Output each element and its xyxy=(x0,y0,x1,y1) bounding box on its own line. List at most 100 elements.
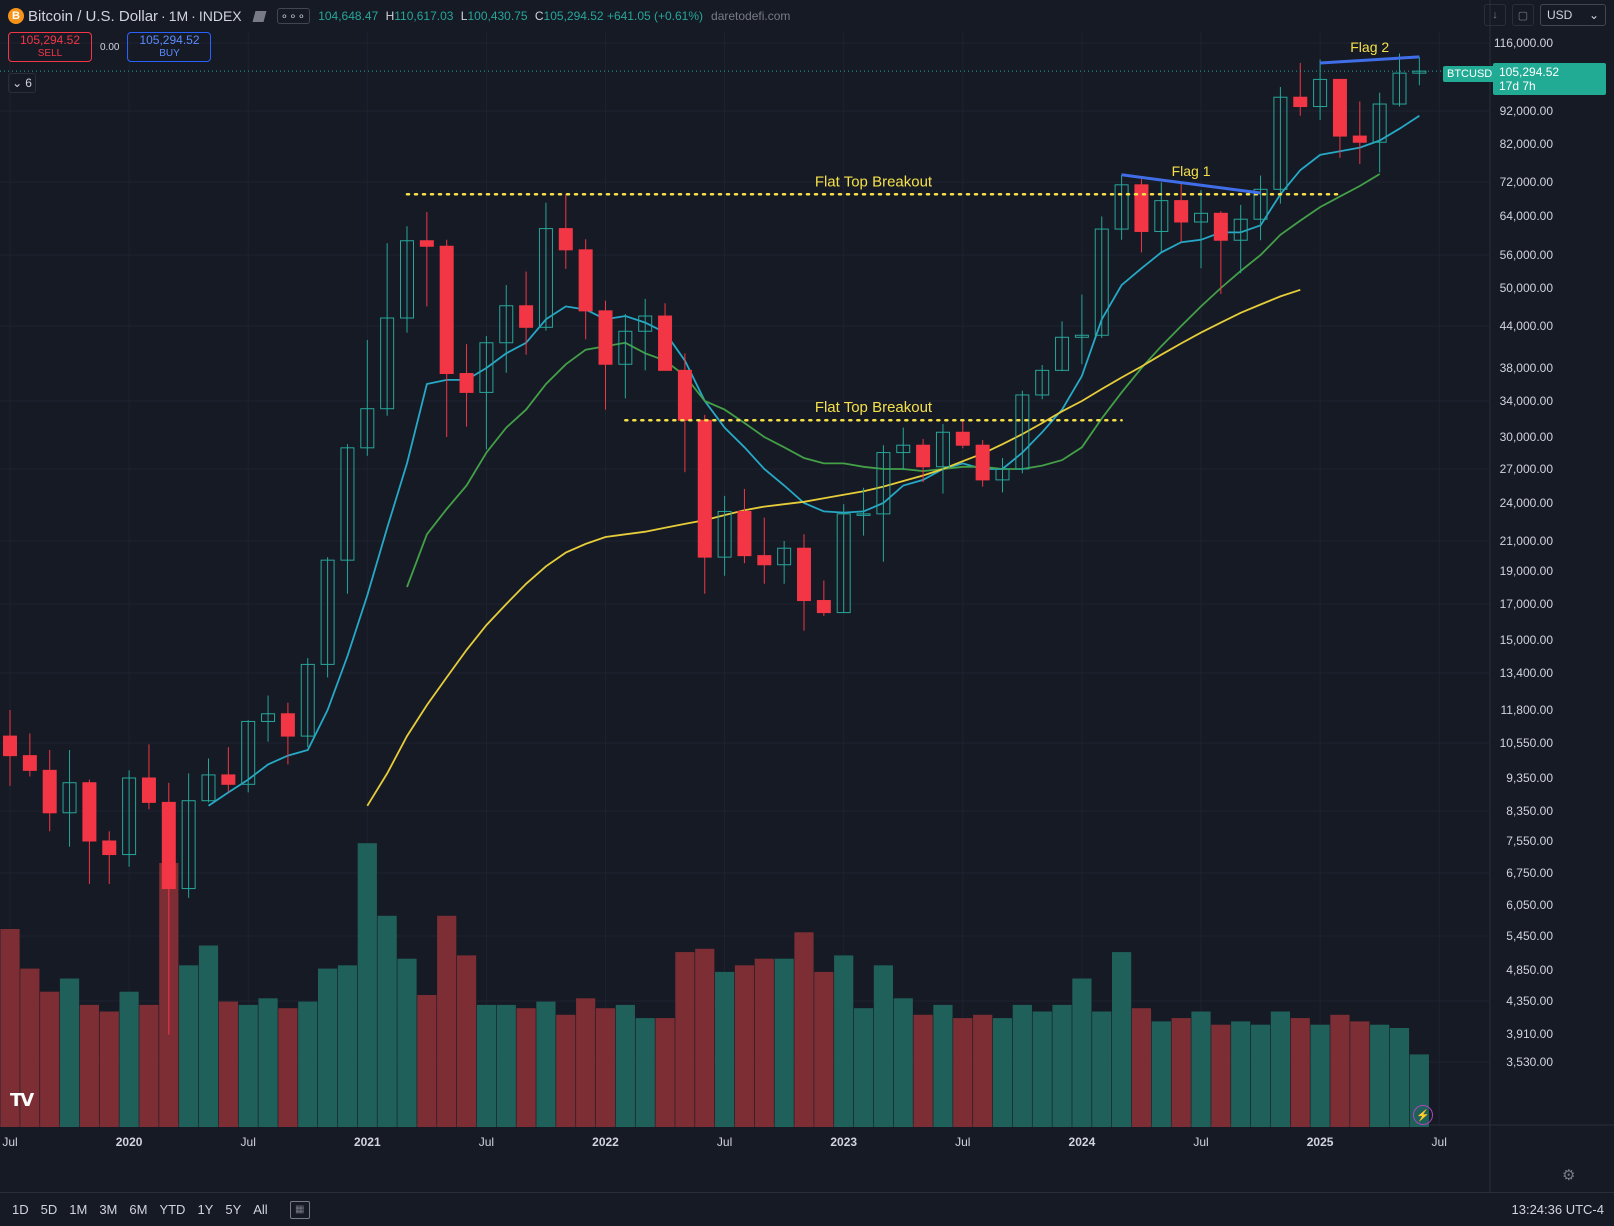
range-1m[interactable]: 1M xyxy=(69,1202,88,1217)
interval-label[interactable]: 1M xyxy=(168,8,189,24)
volume-bar xyxy=(278,1008,298,1127)
range-5d[interactable]: 5D xyxy=(40,1202,58,1217)
candle-body-down xyxy=(737,510,752,557)
candle-body-up xyxy=(499,305,514,344)
volume-bar xyxy=(40,991,60,1127)
candle-body-up xyxy=(1392,72,1407,105)
volume-bar xyxy=(834,955,854,1127)
candle-body-down xyxy=(677,369,692,421)
candle-body-down xyxy=(439,245,454,375)
volume-bar xyxy=(1191,1011,1211,1127)
volume-bar xyxy=(715,971,735,1127)
candle-body-up xyxy=(1194,212,1208,223)
more-icon[interactable]: ∘∘∘ xyxy=(276,8,311,24)
volume-bar xyxy=(1310,1024,1330,1127)
volume-bar xyxy=(1231,1021,1251,1127)
candle-body-up xyxy=(241,720,256,785)
y-tick-label: 82,000.00 xyxy=(1500,137,1554,151)
tradingview-logo-icon[interactable]: TV xyxy=(10,1090,34,1111)
flag-icon[interactable] xyxy=(252,10,267,22)
currency-select[interactable]: USD ⌄ xyxy=(1540,4,1606,26)
candle-body-down xyxy=(3,735,17,757)
volume-bar xyxy=(675,952,695,1127)
candle-body-up xyxy=(638,315,653,332)
volume-bar xyxy=(774,958,794,1127)
ema-line-ema-20 xyxy=(406,173,1381,588)
buy-button[interactable]: 105,294.52 BUY xyxy=(127,32,212,62)
volume-bar xyxy=(318,968,338,1127)
volume-bar xyxy=(1092,1011,1112,1127)
y-tick-label: 11,800.00 xyxy=(1501,703,1554,717)
sell-button[interactable]: 105,294.52 SELL xyxy=(8,32,92,62)
candle-body-up xyxy=(1055,336,1070,371)
volume-bar xyxy=(258,998,278,1127)
clock[interactable]: 13:24:36 UTC-4 xyxy=(1511,1202,1605,1217)
separator: · xyxy=(191,8,196,24)
lightning-icon[interactable]: ⚡ xyxy=(1413,1105,1433,1125)
candle-body-up xyxy=(1154,200,1169,232)
volume-bar xyxy=(1290,1018,1310,1127)
y-tick-label: 8,350.00 xyxy=(1506,804,1553,818)
calendar-icon[interactable]: ▦ xyxy=(289,1200,310,1219)
candle-body-down xyxy=(1293,96,1308,108)
range-6m[interactable]: 6M xyxy=(129,1202,148,1217)
y-tick-label: 19,000.00 xyxy=(1500,564,1554,578)
candle-body-up xyxy=(1094,228,1109,336)
x-tick-label: 2024 xyxy=(1069,1135,1096,1149)
volume-bar xyxy=(973,1014,993,1127)
volume-bar xyxy=(794,932,814,1127)
gear-icon[interactable]: ⚙ xyxy=(1562,1167,1576,1184)
volume-bar xyxy=(655,1018,675,1127)
last-price: 105,294.52 xyxy=(1499,65,1560,79)
volume-bar xyxy=(218,1001,238,1127)
candle-body-up xyxy=(876,452,891,515)
candle-body-down xyxy=(459,373,474,393)
volume-bar xyxy=(1211,1024,1231,1127)
range-5y[interactable]: 5Y xyxy=(225,1202,242,1217)
range-ytd[interactable]: YTD xyxy=(159,1202,186,1217)
last-price-tag: 105,294.52 17d 7h xyxy=(1493,63,1606,95)
indicators-toggle[interactable]: ⌄ 6 xyxy=(8,73,36,93)
volume-bar xyxy=(298,1001,318,1127)
y-tick-label: 34,000.00 xyxy=(1500,394,1554,408)
y-tick-label: 38,000.00 xyxy=(1500,361,1554,375)
range-1y[interactable]: 1Y xyxy=(197,1202,214,1217)
y-tick-label: 6,050.00 xyxy=(1506,898,1553,912)
volume-bar xyxy=(437,915,457,1127)
symbol-title[interactable]: Bitcoin / U.S. Dollar xyxy=(28,7,159,25)
range-1d[interactable]: 1D xyxy=(12,1202,29,1217)
candle-body-up xyxy=(1313,78,1328,108)
volume-bar xyxy=(695,948,715,1127)
volume-bar xyxy=(556,1014,576,1127)
volume-bar xyxy=(1370,1024,1390,1127)
chevron-down-icon: ⌄ xyxy=(1588,8,1599,22)
fullscreen-icon[interactable]: ▢ xyxy=(1512,4,1534,26)
y-tick-label: 92,000.00 xyxy=(1500,104,1554,118)
download-icon[interactable]: ↓ xyxy=(1484,4,1506,26)
x-tick-label: Jul xyxy=(479,1135,494,1149)
ohlc-close: 105,294.52 xyxy=(543,9,604,23)
candle-body-up xyxy=(856,513,871,516)
volume-bar xyxy=(893,998,913,1127)
candle-body-up xyxy=(340,447,355,561)
volume-bar xyxy=(992,1018,1013,1127)
y-tick-label: 5,450.00 xyxy=(1506,929,1553,943)
candle-body-up xyxy=(122,777,137,856)
range-all[interactable]: All xyxy=(253,1202,268,1217)
candle-body-up xyxy=(1233,218,1248,241)
y-tick-label: 56,000.00 xyxy=(1500,248,1554,262)
candle-body-down xyxy=(1352,135,1367,143)
volume-bar xyxy=(238,1004,258,1127)
bar-countdown: 17d 7h xyxy=(1499,79,1536,93)
candle-body-up xyxy=(995,468,1010,481)
candle-body-down xyxy=(280,713,295,737)
range-3m[interactable]: 3M xyxy=(99,1202,118,1217)
y-tick-label: 21,000.00 xyxy=(1500,534,1554,548)
candle-body-down xyxy=(42,769,57,814)
candle-body-up xyxy=(1015,394,1030,470)
volume-bar xyxy=(496,1004,516,1127)
candle-body-down xyxy=(558,228,573,251)
volume-bar xyxy=(337,965,358,1127)
candle-body-down xyxy=(578,249,593,312)
